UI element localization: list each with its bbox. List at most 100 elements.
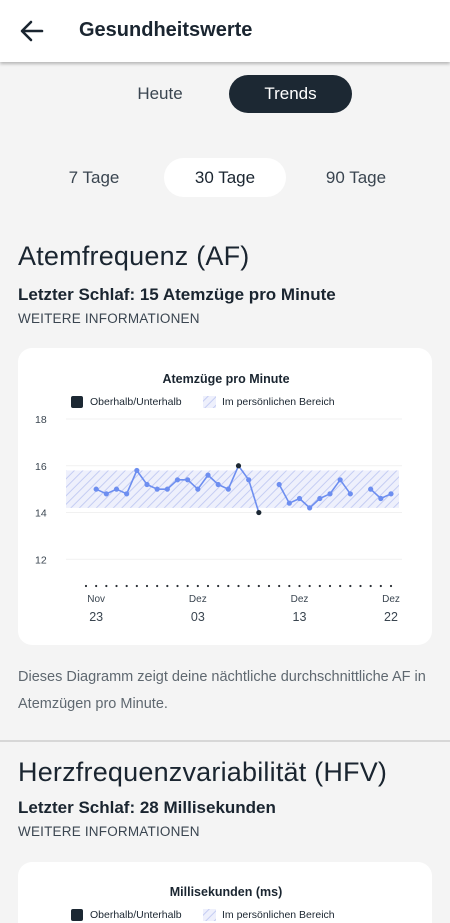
x-axis-tick <box>318 584 321 588</box>
data-point-outside <box>235 463 242 469</box>
legend-label-outside: Oberhalb/Unterhalb <box>90 909 182 921</box>
x-axis-tick <box>288 584 291 588</box>
hfv-chart-card: Millisekunden (ms) Oberhalb/Unterhalb Im… <box>18 862 432 923</box>
x-axis-tick <box>278 584 281 588</box>
x-tick-day: 23 <box>89 610 103 624</box>
x-axis-tick <box>196 584 199 588</box>
y-tick-label: 12 <box>35 554 47 566</box>
range-7-tage[interactable]: 7 Tage <box>68 167 120 187</box>
data-point <box>174 477 181 483</box>
y-tick-label: 14 <box>35 508 47 520</box>
chart-title: Millisekunden (ms) <box>170 885 283 899</box>
af-chart: Atemzüge pro Minute Oberhalb/Unterhalb I… <box>35 372 402 624</box>
x-axis-tick <box>156 584 159 588</box>
data-point <box>276 481 282 488</box>
x-axis-tick <box>145 584 149 588</box>
data-point <box>368 486 374 492</box>
data-point <box>154 486 160 492</box>
x-axis-tick <box>369 584 372 588</box>
chart-title: Atemzüge pro Minute <box>162 372 289 386</box>
data-point <box>134 467 140 474</box>
legend-label-range: Im persönlichen Bereich <box>222 909 335 921</box>
af-description: Dieses Diagramm zeigt deine nächtliche d… <box>18 669 426 712</box>
legend-swatch-range <box>203 909 216 921</box>
x-tick-month: Dez <box>189 594 207 605</box>
data-point <box>225 486 231 492</box>
af-chart-card: Atemzüge pro Minute Oberhalb/Unterhalb I… <box>18 348 432 645</box>
legend-label-range: Im persönlichen Bereich <box>222 396 335 408</box>
x-axis-tick <box>206 584 210 588</box>
hfv-more-info-link[interactable]: WEITERE INFORMATIONEN <box>18 824 200 839</box>
data-point <box>378 495 384 502</box>
x-tick-day: 22 <box>384 610 398 624</box>
app-bar: Gesundheitswerte <box>0 0 450 62</box>
x-axis-tick <box>217 584 220 588</box>
data-point <box>144 481 150 488</box>
tab-trends[interactable]: Trends <box>229 75 352 113</box>
x-axis-tick <box>95 584 98 588</box>
x-axis-tick <box>379 584 382 588</box>
data-point <box>103 491 109 497</box>
arrow-left-icon[interactable] <box>18 17 46 45</box>
af-last-sleep: Letzter Schlaf: 15 Atemzüge pro Minute <box>18 285 336 304</box>
range-30-tage[interactable]: 30 Tage <box>164 158 286 197</box>
y-tick-label: 18 <box>35 414 47 426</box>
x-tick-day: 13 <box>293 610 307 624</box>
legend-swatch-outside <box>71 396 83 408</box>
data-point <box>317 495 323 502</box>
x-axis-tick <box>308 584 311 588</box>
personal-range-band <box>66 470 399 508</box>
data-point <box>296 495 303 502</box>
data-point <box>185 477 191 483</box>
data-point <box>215 481 221 488</box>
legend-swatch-range <box>203 396 216 408</box>
x-axis-tick <box>247 584 250 588</box>
x-axis-tick <box>105 584 108 588</box>
page-title: Gesundheitswerte <box>79 19 253 41</box>
x-axis-tick <box>186 584 189 588</box>
x-axis-tick <box>359 584 362 588</box>
legend-label-outside: Oberhalb/Unterhalb <box>90 396 182 408</box>
data-point <box>205 472 211 478</box>
data-point <box>388 491 394 497</box>
range-90-tage[interactable]: 90 Tage <box>325 167 387 187</box>
x-axis-tick <box>166 584 169 588</box>
data-point <box>93 486 99 492</box>
hfv-chart: Millisekunden (ms) Oberhalb/Unterhalb Im… <box>71 885 335 921</box>
data-point <box>347 491 353 497</box>
x-axis-tick <box>257 584 260 588</box>
data-point <box>164 486 170 492</box>
data-point <box>124 491 130 497</box>
x-axis-tick <box>298 584 301 588</box>
x-axis-tick <box>115 584 118 588</box>
x-axis-tick <box>176 584 179 588</box>
data-point <box>337 477 343 483</box>
y-tick-label: 16 <box>35 461 47 473</box>
x-axis-tick <box>349 584 352 588</box>
data-point <box>113 486 120 492</box>
x-axis-tick <box>135 584 138 588</box>
x-axis-tick <box>84 584 88 588</box>
x-tick-month: Dez <box>291 594 309 605</box>
x-axis-tick <box>389 584 393 588</box>
x-tick-month: Nov <box>87 594 105 605</box>
tab-heute[interactable]: Heute <box>137 84 183 103</box>
data-point-outside <box>256 509 262 516</box>
hfv-last-sleep: Letzter Schlaf: 28 Millisekunden <box>18 798 276 817</box>
data-point <box>307 505 313 511</box>
x-tick-month: Dez <box>382 594 400 605</box>
x-axis-tick <box>339 584 342 588</box>
data-point <box>286 500 292 506</box>
data-point <box>195 486 201 492</box>
x-tick-day: 03 <box>191 610 205 624</box>
data-point <box>327 491 333 497</box>
x-axis-tick <box>227 584 230 588</box>
af-more-info-link[interactable]: WEITERE INFORMATIONEN <box>18 311 200 326</box>
hfv-section-title: Herzfrequenzvariabilität (HFV) <box>18 757 388 787</box>
legend-swatch-outside <box>71 909 83 921</box>
x-axis-tick <box>267 584 271 588</box>
x-axis-tick <box>328 584 332 588</box>
data-point <box>246 477 252 483</box>
section-divider <box>0 740 450 742</box>
x-axis-tick <box>125 584 128 588</box>
